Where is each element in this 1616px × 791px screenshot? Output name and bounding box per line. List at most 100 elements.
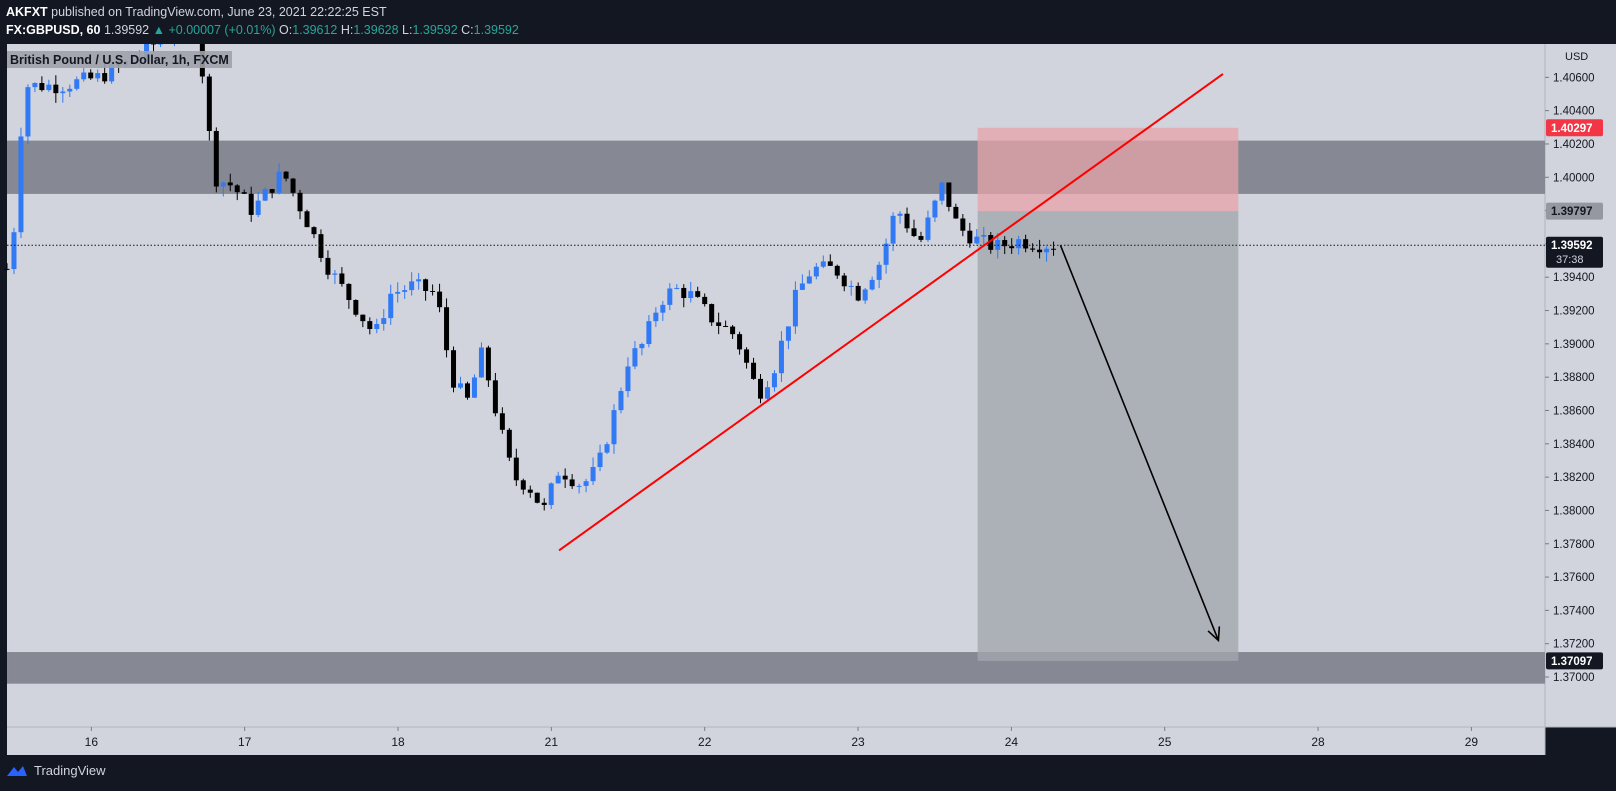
candle-body (541, 502, 547, 505)
candle-body (688, 291, 694, 299)
candle-body (4, 268, 10, 270)
candle-body (506, 429, 512, 458)
candle-body (778, 340, 784, 374)
chart-canvas[interactable]: 1.406001.404001.402001.400001.398001.396… (0, 44, 1616, 755)
candle-body (283, 171, 289, 179)
brand-name: TradingView (34, 763, 106, 778)
price-badge (1546, 652, 1603, 670)
candle-body (60, 91, 66, 94)
price-badge-label: 1.39797 (1551, 206, 1593, 218)
candle-body (758, 378, 764, 399)
candle-body (109, 64, 115, 82)
candle-body (604, 444, 610, 453)
currency-label: USD (1565, 51, 1588, 63)
candle-body (269, 189, 275, 193)
chart-header: AKFXT published on TradingView.com, June… (0, 0, 1616, 44)
candle-body (478, 347, 484, 378)
stop-loss-area[interactable] (977, 127, 1239, 212)
candle-body (618, 391, 624, 411)
price-badge (1546, 119, 1603, 137)
time-axis[interactable]: 16 17 18 21 22 23 24 25 28 29 (85, 727, 1479, 749)
candle-body (897, 213, 903, 216)
candle-body (74, 79, 80, 89)
candle-body (771, 373, 777, 388)
candle-body (597, 452, 603, 468)
publish-line: AKFXT published on TradingView.com, June… (6, 5, 387, 19)
price-tick-label: 1.39200 (1553, 306, 1595, 318)
arrow-head[interactable] (1207, 626, 1221, 643)
candle-body (820, 261, 826, 267)
drawings[interactable] (7, 73, 1545, 643)
candle-body (716, 322, 722, 326)
candle-body (534, 492, 540, 503)
candle-body (730, 326, 736, 335)
candle-body (813, 266, 819, 277)
price-tick-label: 1.38200 (1553, 472, 1595, 484)
price-zone-1 (7, 140, 1545, 194)
candle-body (276, 171, 282, 193)
trendline[interactable] (558, 73, 1224, 552)
candle-body (471, 377, 477, 398)
candle-body (102, 73, 108, 82)
candle-body (548, 483, 554, 505)
price-tick-label: 1.40400 (1553, 106, 1595, 118)
candle-body (227, 182, 233, 186)
candle-body (464, 383, 470, 398)
candle-body (555, 475, 561, 484)
candle-body (318, 234, 324, 258)
price-badge (1546, 236, 1603, 268)
candlesticks (4, 44, 1057, 511)
candle-body (11, 232, 17, 270)
candle-body (611, 410, 617, 445)
candle-body (416, 279, 422, 282)
price-tick-label: 1.37000 (1553, 672, 1595, 684)
candle-body (806, 276, 812, 284)
open-label: O: (278, 23, 293, 37)
candle-body (855, 285, 861, 301)
price-tick-label: 1.38800 (1553, 372, 1595, 384)
price-axis-background[interactable] (1545, 44, 1616, 727)
candle-body (262, 189, 268, 201)
price-tick-label: 1.39000 (1553, 339, 1595, 351)
candle-body (834, 265, 840, 276)
candle-body (1016, 239, 1022, 249)
candle-body (304, 211, 310, 228)
author-name[interactable]: AKFXT (6, 5, 48, 19)
candle-body (967, 230, 973, 244)
candle-body (569, 479, 575, 487)
tradingview-brand[interactable]: TradingView (6, 763, 106, 778)
open-value: 1.39612 (292, 23, 338, 37)
arrow-line[interactable] (1059, 244, 1220, 641)
candle-body (18, 136, 24, 233)
candle-body (1009, 246, 1015, 249)
price-tick-label: 1.38400 (1553, 439, 1595, 451)
time-axis-background[interactable] (7, 727, 1545, 755)
candle-body (402, 290, 408, 292)
price-tick-label: 1.40200 (1553, 139, 1595, 151)
short-position-tool[interactable] (977, 127, 1239, 661)
take-profit-area[interactable] (977, 211, 1239, 661)
time-tick-label: 17 (238, 735, 252, 749)
high-value: 1.39628 (353, 23, 399, 37)
candle-body (297, 192, 303, 212)
candle-body (848, 285, 854, 287)
symbol-label[interactable]: FX:GBPUSD, 60 (6, 23, 101, 37)
price-axis[interactable]: 1.406001.404001.402001.400001.398001.396… (1545, 51, 1595, 684)
candle-body (709, 304, 715, 323)
price-badge-label: 1.40297 (1551, 123, 1593, 135)
price-tick-label: 1.38000 (1553, 505, 1595, 517)
price-zone-2 (7, 652, 1545, 684)
candle-body (681, 287, 687, 299)
candle-body (332, 273, 338, 275)
price-change: ▲ +0.00007 (+0.01%) (152, 23, 276, 37)
time-tick-label: 22 (698, 735, 712, 749)
candle-body (576, 485, 582, 487)
candle-body (827, 261, 833, 266)
candle-body (841, 275, 847, 287)
low-value: 1.39592 (412, 23, 458, 37)
candle-body (492, 380, 498, 414)
candle-body (25, 87, 31, 137)
candle-body (939, 182, 945, 201)
candle-body (904, 213, 910, 229)
candle-body (423, 279, 429, 291)
